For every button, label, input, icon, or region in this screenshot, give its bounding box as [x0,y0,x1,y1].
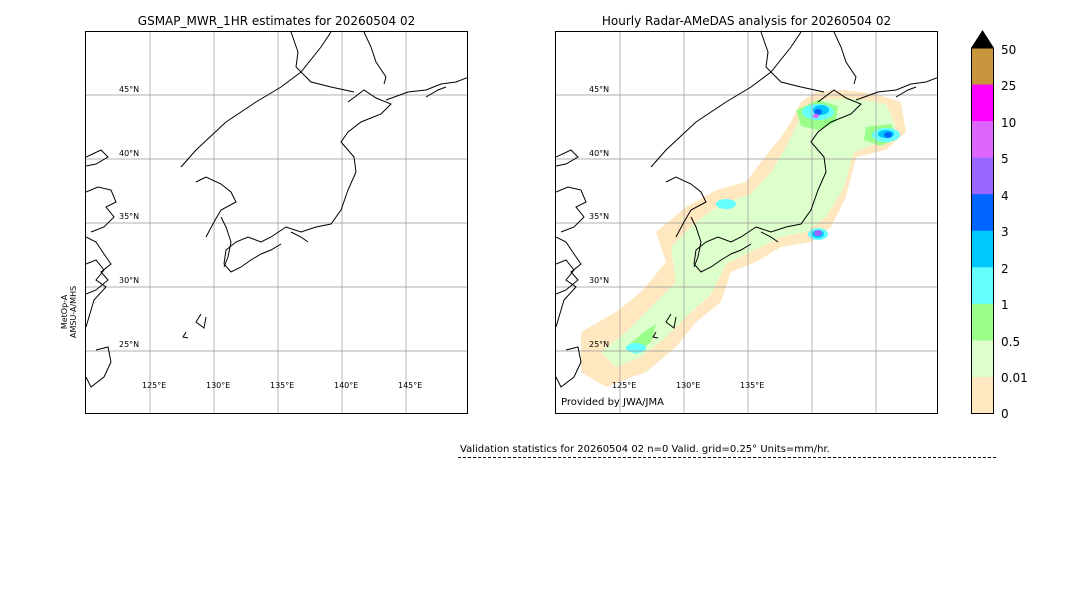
precip-magenta-cell [813,114,819,118]
left-map-svg [86,32,467,413]
colorbar-label-0-5: 0.5 [1001,335,1021,349]
colorbar-frame [971,47,994,414]
precip-blue-cell-2 [884,132,892,138]
data-credit: Provided by JWA/JMA [561,397,664,408]
colorbar-label-4: 4 [1001,189,1009,203]
colorbar-segment [971,121,994,159]
right-lon-label-135: 135°E [740,381,765,390]
colorbar-segment [971,303,994,341]
colorbar-extend-arrow [971,30,994,48]
colorbar-segment [971,376,994,414]
colorbar-segment [971,84,994,122]
satellite-label-line2: AMSU-A/MHS [69,285,78,338]
precip-purple-cell [814,230,822,236]
colorbar-segment [971,194,994,232]
left-gridlines [86,32,467,413]
left-lon-label-140: 140°E [334,381,359,390]
right-lat-label-45: 45°N [589,85,610,94]
right-coastlines [556,32,937,388]
right-lat-label-25: 25°N [589,340,610,349]
colorbar-segment [971,267,994,305]
colorbar-segment [971,157,994,195]
left-lat-label-40: 40°N [119,149,140,158]
right-map [555,31,938,414]
colorbar-label-0-01: 0.01 [1001,371,1028,385]
right-lat-label-30: 30°N [589,276,610,285]
right-panel-title: Hourly Radar-AMeDAS analysis for 2026050… [601,14,892,28]
validation-statistics: Validation statistics for 20260504 02 n=… [460,444,830,455]
colorbar-label-3: 3 [1001,225,1009,239]
left-lat-label-35: 35°N [119,212,140,221]
right-lon-label-125: 125°E [612,381,637,390]
left-lat-label-45: 45°N [119,85,140,94]
precip-field [581,90,906,387]
colorbar-label-50: 50 [1001,43,1017,57]
left-lon-label-125: 125°E [142,381,167,390]
colorbar-label-0: 0 [1001,407,1009,421]
left-panel-title: GSMAP_MWR_1HR estimates for 20260504 02 [137,14,416,28]
right-gridlines [556,32,937,413]
colorbar-segment [971,48,994,86]
right-map-svg [556,32,937,413]
colorbar-label-25: 25 [1001,79,1017,93]
colorbar-label-10: 10 [1001,116,1017,130]
right-lat-label-35: 35°N [589,212,610,221]
colorbar-segments [971,48,994,414]
left-lon-label-145: 145°E [398,381,423,390]
left-lon-label-135: 135°E [270,381,295,390]
colorbar-label-5: 5 [1001,152,1009,166]
validation-dashed-line [458,457,996,458]
precip-cyan-cell-5 [716,199,736,209]
colorbar-segment [971,340,994,378]
colorbar-svg [971,30,994,414]
left-lat-label-25: 25°N [119,340,140,349]
left-map [85,31,468,414]
left-coastlines [86,32,467,388]
satellite-label: MetOp-A AMSU-A/MHS [60,286,78,338]
right-lon-label-130: 130°E [676,381,701,390]
right-lat-label-40: 40°N [589,149,610,158]
colorbar [971,30,994,414]
colorbar-label-1: 1 [1001,298,1009,312]
satellite-label-line1: MetOp-A [60,294,69,330]
colorbar-segment [971,230,994,268]
left-lat-label-30: 30°N [119,276,140,285]
precip-blue-cell-1 [814,109,822,115]
left-lon-label-130: 130°E [206,381,231,390]
precip-cyan-cell-4 [626,343,646,353]
colorbar-label-2: 2 [1001,262,1009,276]
